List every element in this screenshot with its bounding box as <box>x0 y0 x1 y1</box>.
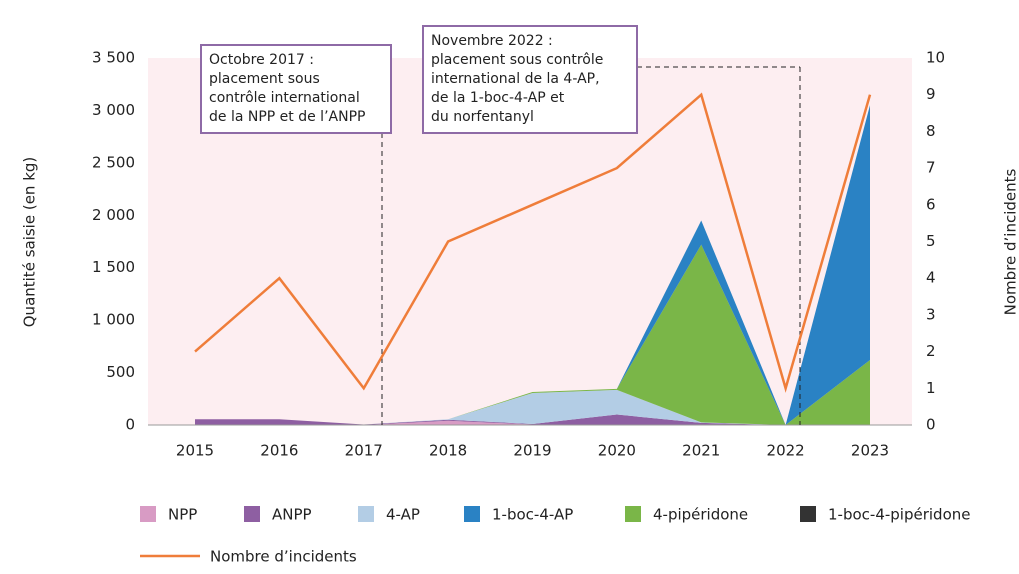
x-tick-label: 2017 <box>345 442 383 460</box>
y-axis-label: Quantité saisie (en kg) <box>21 157 39 328</box>
y2-tick-label: 7 <box>926 159 936 177</box>
y-tick-label: 1 000 <box>92 311 135 329</box>
y2-tick-label: 6 <box>926 195 936 213</box>
annotation-text: placement sous contrôle <box>431 52 603 68</box>
x-tick-label: 2021 <box>682 442 720 460</box>
legend-label: 1-boc-4-AP <box>492 506 573 524</box>
y2-tick-label: 2 <box>926 342 936 360</box>
legend-swatch <box>140 506 156 522</box>
x-tick-label: 2019 <box>513 442 551 460</box>
y-tick-label: 0 <box>125 416 135 434</box>
y-tick-label: 3 500 <box>92 49 135 67</box>
y-tick-label: 2 500 <box>92 153 135 171</box>
annotation-text: de la 1-boc-4-AP et <box>431 90 565 106</box>
legend-label: NPP <box>168 506 197 524</box>
legend-swatch <box>244 506 260 522</box>
annotation-text: placement sous <box>209 71 320 87</box>
legend-label: 4-pipéridone <box>653 506 748 524</box>
annotation: Novembre 2022 : placement sous contrôle in… <box>423 26 637 133</box>
legend-swatch <box>464 506 480 522</box>
annotation-text: Octobre 2017 : <box>209 52 314 68</box>
y2-tick-label: 8 <box>926 122 936 140</box>
annotation-text: contrôle international <box>209 90 360 106</box>
y2-tick-label: 0 <box>926 416 936 434</box>
y2-axis-label: Nombre d’incidents <box>1002 168 1019 315</box>
legend-label: ANPP <box>272 506 312 524</box>
y-tick-label: 2 000 <box>92 206 135 224</box>
legend-swatch <box>358 506 374 522</box>
legend-swatch <box>625 506 641 522</box>
x-tick-label: 2015 <box>176 442 214 460</box>
y2-tick-label: 1 <box>926 379 936 397</box>
x-tick-label: 2020 <box>598 442 636 460</box>
y2-tick-label: 5 <box>926 232 936 250</box>
y2-tick-label: 10 <box>926 49 945 67</box>
x-tick-label: 2018 <box>429 442 467 460</box>
legend-label: Nombre d’incidents <box>210 548 357 566</box>
y2-tick-label: 9 <box>926 85 936 103</box>
annotation-text: du norfentanyl <box>431 109 534 125</box>
annotation: Octobre 2017 : placement sous contrôle int… <box>201 45 391 133</box>
y2-tick-label: 4 <box>926 269 936 287</box>
annotation-text: Novembre 2022 : <box>431 33 553 49</box>
legend-label: 1-boc-4-pipéridone <box>828 506 970 524</box>
y2-tick-label: 3 <box>926 305 936 323</box>
y-tick-label: 3 000 <box>92 101 135 119</box>
x-tick-label: 2023 <box>851 442 889 460</box>
x-tick-label: 2022 <box>767 442 805 460</box>
y-tick-label: 1 500 <box>92 258 135 276</box>
legend-label: 4-AP <box>386 506 420 524</box>
y-tick-label: 500 <box>106 363 135 381</box>
x-tick-label: 2016 <box>260 442 298 460</box>
annotation-text: international de la 4-AP, <box>431 71 600 87</box>
legend-swatch <box>800 506 816 522</box>
annotation-text: de la NPP et de l’ANPP <box>209 109 365 125</box>
